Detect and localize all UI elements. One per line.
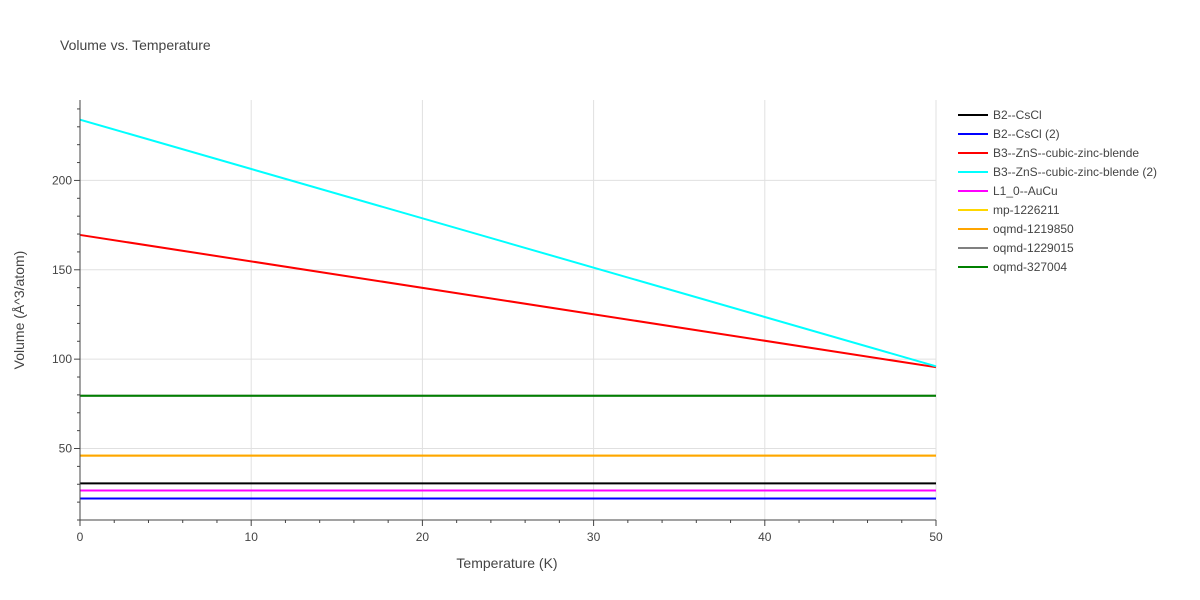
- legend-item[interactable]: oqmd-1229015: [958, 241, 1074, 255]
- legend-item[interactable]: B2--CsCl: [958, 108, 1042, 122]
- series-line-3: [79, 118, 937, 368]
- legend-item[interactable]: B2--CsCl (2): [958, 127, 1060, 141]
- grid-lines: [80, 100, 937, 520]
- x-tick-label: 30: [587, 530, 601, 544]
- legend-label: L1_0--AuCu: [993, 184, 1058, 198]
- legend-label: B3--ZnS--cubic-zinc-blende: [993, 146, 1139, 160]
- y-tick-label: 200: [52, 173, 72, 187]
- legend-label: oqmd-1219850: [993, 222, 1074, 236]
- legend-label: mp-1226211: [993, 203, 1060, 217]
- series-line-2: [79, 233, 937, 369]
- plot-series: [79, 118, 937, 500]
- legend: B2--CsCl B2--CsCl (2) B3--ZnS--cubic-zinc-…: [958, 108, 1157, 274]
- axes: [74, 100, 937, 526]
- x-axis-title: Temperature (K): [456, 555, 557, 571]
- x-tick-label: 40: [758, 530, 772, 544]
- x-tick-label: 10: [245, 530, 259, 544]
- x-tick-label: 20: [416, 530, 430, 544]
- x-tick-label: 0: [77, 530, 84, 544]
- legend-label: B2--CsCl (2): [993, 127, 1060, 141]
- legend-label: oqmd-327004: [993, 260, 1067, 274]
- y-axis-title: Volume (Å^3/atom): [11, 251, 27, 370]
- x-tick-labels: 0 10 20 30 40 50: [77, 530, 943, 544]
- y-tick-label: 100: [52, 352, 72, 366]
- legend-label: oqmd-1229015: [993, 241, 1074, 255]
- legend-item[interactable]: mp-1226211: [958, 203, 1060, 217]
- chart-title: Volume vs. Temperature: [60, 37, 211, 53]
- y-tick-labels: 50 100 150 200: [52, 173, 72, 455]
- legend-item[interactable]: L1_0--AuCu: [958, 184, 1058, 198]
- legend-item[interactable]: B3--ZnS--cubic-zinc-blende: [958, 146, 1139, 160]
- legend-label: B2--CsCl: [993, 108, 1042, 122]
- y-tick-label: 150: [52, 263, 72, 277]
- legend-item[interactable]: B3--ZnS--cubic-zinc-blende (2): [958, 165, 1157, 179]
- legend-label: B3--ZnS--cubic-zinc-blende (2): [993, 165, 1157, 179]
- y-tick-label: 50: [59, 442, 73, 456]
- legend-item[interactable]: oqmd-327004: [958, 260, 1067, 274]
- x-tick-label: 50: [929, 530, 943, 544]
- legend-item[interactable]: oqmd-1219850: [958, 222, 1074, 236]
